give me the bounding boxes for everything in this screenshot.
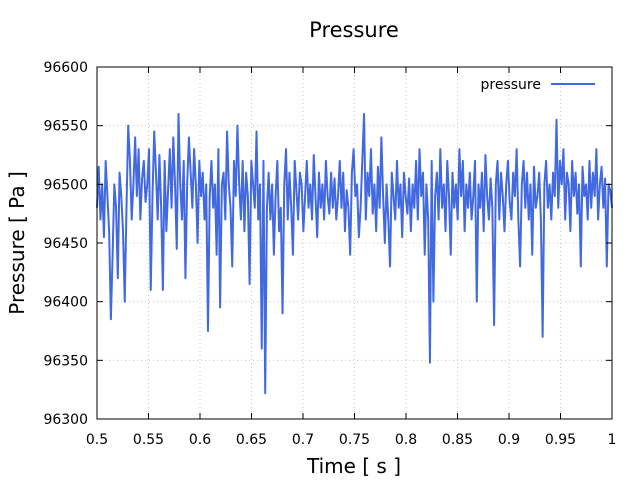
x-tick-label: 0.65: [236, 432, 267, 448]
y-axis-label: Pressure [ Pa ]: [5, 171, 29, 315]
series-layer: [96, 112, 613, 395]
y-tick-labels: 96300 96350 96400 96450 96500 96550 96600: [43, 60, 88, 428]
x-tick-label: 0.9: [498, 432, 520, 448]
x-tick-label: 0.7: [292, 432, 314, 448]
x-tick-label: 0.5: [86, 432, 108, 448]
y-tick-label: 96450: [43, 236, 88, 252]
chart-title: Pressure: [309, 18, 399, 42]
x-tick-label: 0.8: [395, 432, 417, 448]
legend-label: pressure: [481, 77, 541, 93]
x-tick-label: 0.95: [545, 432, 576, 448]
y-tick-label: 96550: [43, 119, 88, 135]
y-tick-label: 96500: [43, 177, 88, 193]
legend: pressure: [481, 77, 595, 93]
grid: [97, 67, 612, 419]
x-tick-label: 0.75: [339, 432, 370, 448]
x-tick-label: 0.55: [133, 432, 164, 448]
y-tick-label: 96400: [43, 295, 88, 311]
x-tick-labels: 0.5 0.55 0.6 0.65 0.7 0.75 0.8 0.85 0.9 0.95 1: [86, 432, 617, 448]
tick-marks: [96, 66, 613, 420]
pressure-series-line: [96, 112, 613, 395]
x-axis-label: Time [ s ]: [306, 454, 401, 478]
y-tick-label: 96350: [43, 353, 88, 369]
y-tick-label: 96300: [43, 412, 88, 428]
x-tick-label: 0.85: [442, 432, 473, 448]
x-tick-label: 1: [608, 432, 617, 448]
y-tick-label: 96600: [43, 60, 88, 76]
x-tick-label: 0.6: [189, 432, 211, 448]
